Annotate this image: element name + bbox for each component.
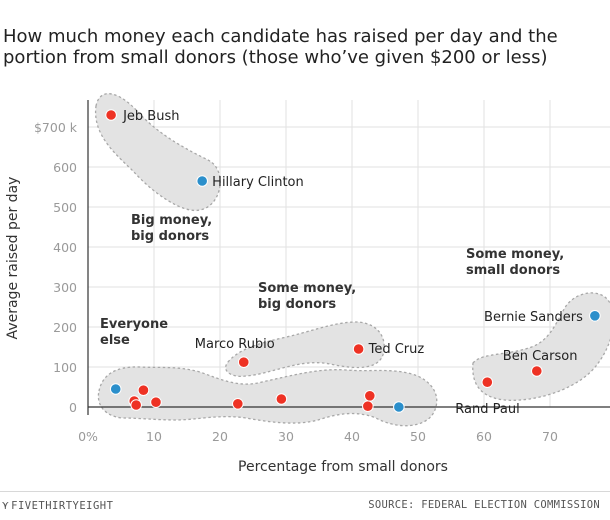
y-tick-label: 200 — [53, 320, 77, 335]
data-point — [364, 390, 376, 402]
data-point — [362, 400, 374, 413]
cluster-annotation: Some money, — [258, 281, 356, 296]
cluster-region — [225, 321, 385, 378]
cluster-annotation: big donors — [131, 229, 209, 244]
point-labels: Jeb Bush Hillary Clinton Marco Rubio Ted Cr… — [122, 109, 583, 417]
data-point — [237, 356, 250, 369]
cluster-annotation: else — [100, 333, 130, 348]
x-tick-label: 60 — [476, 429, 492, 444]
y-tick-label: 500 — [53, 200, 77, 215]
cluster-region — [95, 93, 221, 212]
y-tick-label: 600 — [53, 160, 77, 175]
point-label: Ben Carson — [503, 349, 578, 364]
cluster-annotation: Big money, — [131, 213, 212, 228]
data-point — [232, 398, 244, 410]
footer-divider — [0, 491, 610, 492]
gridlines — [88, 100, 610, 407]
data-point — [130, 399, 142, 411]
y-axis-label: Average raised per day — [5, 177, 21, 340]
point-label: Jeb Bush — [122, 109, 179, 124]
y-tick-label: 300 — [53, 280, 77, 295]
scatter-chart: 0 100 200 300 400 500 600 $700 k 0% 10 20 30 40 50 60 7… — [5, 93, 610, 475]
brand-logo: ⋎ FIVETHIRTYEIGHT — [2, 499, 113, 512]
data-point — [589, 310, 601, 322]
brand-name: FIVETHIRTYEIGHT — [11, 500, 114, 512]
data-point — [137, 384, 150, 397]
x-tick-label: 30 — [278, 429, 294, 444]
fivethirtyeight-icon: ⋎ — [2, 499, 10, 512]
point-label: Rand Paul — [455, 402, 519, 417]
data-point — [481, 376, 494, 389]
y-tick-label: 400 — [53, 240, 77, 255]
data-point — [150, 396, 162, 409]
data-point — [352, 343, 365, 355]
cluster-annotation: big donors — [258, 297, 336, 312]
data-point — [109, 383, 122, 395]
point-label: Bernie Sanders — [484, 310, 583, 325]
data-point — [196, 175, 208, 187]
cluster-annotation: Everyone — [100, 317, 168, 332]
point-label: Marco Rubio — [195, 337, 275, 352]
cluster-annotation: Some money, — [466, 247, 564, 262]
data-points — [105, 109, 601, 413]
x-axis-label: Percentage from small donors — [238, 459, 448, 475]
x-tick-label: 70 — [542, 429, 558, 444]
x-tick-label: 10 — [146, 429, 162, 444]
x-tick-label: 50 — [410, 429, 426, 444]
data-point — [531, 365, 543, 377]
y-tick-label: 100 — [53, 360, 77, 375]
x-tick-label: 20 — [212, 429, 228, 444]
y-tick-label: $700 k — [34, 120, 78, 135]
x-tick-label: 40 — [344, 429, 360, 444]
cluster-region — [97, 366, 438, 427]
point-label: Hillary Clinton — [212, 175, 304, 190]
data-point — [105, 109, 117, 121]
y-tick-label: 0 — [69, 400, 77, 415]
source-note: SOURCE: FEDERAL ELECTION COMMISSION — [368, 499, 600, 511]
cluster-region — [472, 292, 610, 401]
cluster-annotation: small donors — [466, 263, 560, 278]
point-label: Ted Cruz — [368, 342, 425, 357]
data-point — [275, 393, 288, 405]
x-tick-label: 0% — [78, 429, 98, 444]
cluster-regions — [95, 93, 610, 427]
data-point — [393, 401, 405, 413]
axes — [87, 100, 610, 415]
tick-labels: 0 100 200 300 400 500 600 $700 k 0% 10 20 30 40 50 60 7… — [34, 120, 558, 444]
chart-title: How much money each candidate has raised… — [3, 26, 558, 68]
